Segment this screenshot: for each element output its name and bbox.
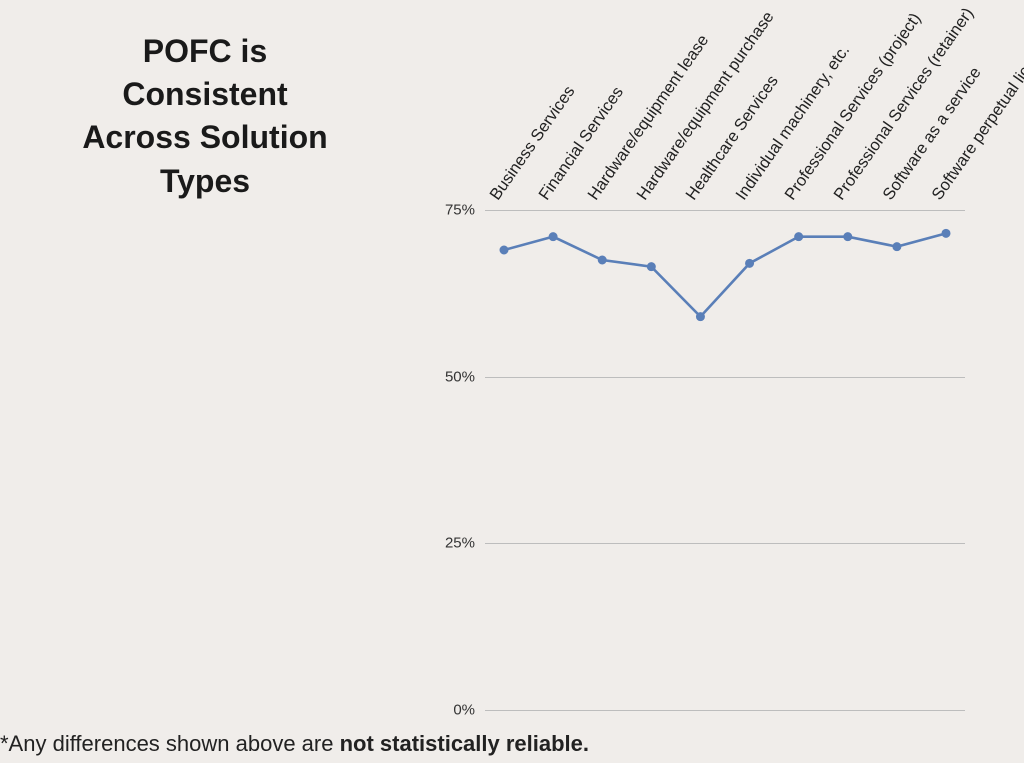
ytick-label: 75% — [425, 202, 475, 219]
data-point — [647, 263, 655, 271]
plot-area: 0%25%50%75% — [485, 210, 965, 710]
series-line — [504, 233, 946, 316]
gridline — [485, 710, 965, 711]
ytick-label: 25% — [425, 535, 475, 552]
ytick-label: 50% — [425, 368, 475, 385]
data-point — [598, 256, 606, 264]
data-point — [500, 246, 508, 254]
category-labels-layer: Business ServicesFinancial ServicesHardw… — [485, 0, 965, 210]
data-point — [795, 233, 803, 241]
data-point — [549, 233, 557, 241]
footnote: *Any differences shown above are not sta… — [0, 731, 589, 757]
page-title: POFC isConsistentAcross SolutionTypes — [0, 30, 410, 203]
data-point — [844, 233, 852, 241]
title-line: Types — [0, 160, 410, 203]
chart-svg — [485, 210, 965, 710]
chart: Business ServicesFinancial ServicesHardw… — [430, 0, 990, 720]
title-line: POFC is — [0, 30, 410, 73]
gridline — [485, 210, 965, 211]
gridline — [485, 543, 965, 544]
data-point — [746, 259, 754, 267]
title-line: Consistent — [0, 73, 410, 116]
ytick-label: 0% — [425, 702, 475, 719]
data-point — [893, 243, 901, 251]
gridline — [485, 377, 965, 378]
page: POFC isConsistentAcross SolutionTypes Bu… — [0, 0, 1024, 763]
data-point — [696, 313, 704, 321]
data-point — [942, 229, 950, 237]
footnote-text: *Any differences shown above are — [0, 731, 340, 756]
footnote-bold: not statistically reliable. — [340, 731, 589, 756]
title-line: Across Solution — [0, 116, 410, 159]
